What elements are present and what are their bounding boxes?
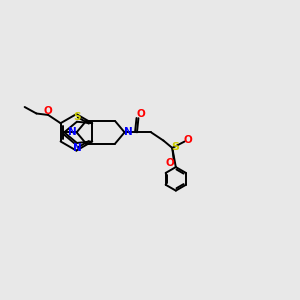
Text: N: N [73, 143, 81, 153]
Text: O: O [165, 158, 174, 168]
Text: N: N [68, 127, 77, 137]
Text: O: O [136, 110, 145, 119]
Text: O: O [184, 135, 193, 145]
Text: S: S [73, 112, 81, 122]
Text: O: O [44, 106, 52, 116]
Text: S: S [171, 142, 179, 152]
Text: N: N [124, 127, 133, 137]
